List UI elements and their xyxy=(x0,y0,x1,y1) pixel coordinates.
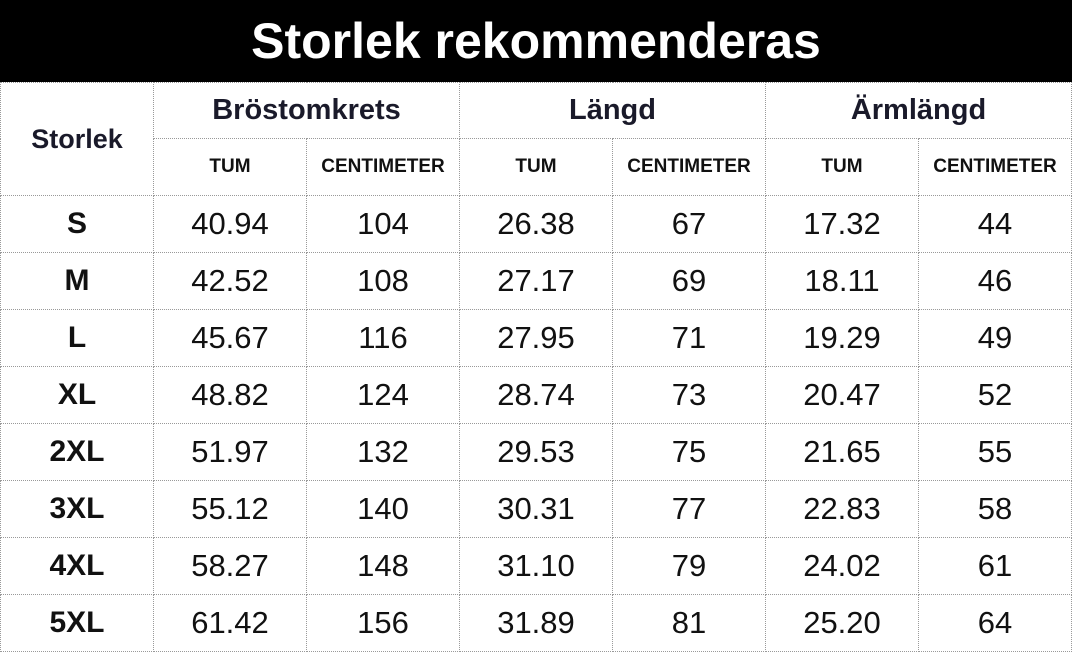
measurement: 61 xyxy=(918,537,1072,595)
measurement: 51.97 xyxy=(153,423,307,481)
corner-header: Storlek xyxy=(0,82,154,196)
measurement: 156 xyxy=(306,594,460,652)
measurement: 58 xyxy=(918,480,1072,538)
measurement: 18.11 xyxy=(765,252,919,310)
measurement: 104 xyxy=(306,195,460,253)
table-row: 3XL 55.12 140 30.31 77 22.83 58 xyxy=(0,480,1072,538)
measurement: 148 xyxy=(306,537,460,595)
measurement: 45.67 xyxy=(153,309,307,367)
measurement: 24.02 xyxy=(765,537,919,595)
group-header: Ärmlängd xyxy=(765,82,1072,139)
size-label: 3XL xyxy=(0,480,154,538)
measurement: 27.95 xyxy=(459,309,613,367)
measurement: 42.52 xyxy=(153,252,307,310)
table-row: L 45.67 116 27.95 71 19.29 49 xyxy=(0,309,1072,367)
group-header: Bröstomkrets xyxy=(153,82,460,139)
size-label: XL xyxy=(0,366,154,424)
measurement: 140 xyxy=(306,480,460,538)
measurement: 77 xyxy=(612,480,766,538)
measurement: 27.17 xyxy=(459,252,613,310)
measurement: 58.27 xyxy=(153,537,307,595)
measurement: 55.12 xyxy=(153,480,307,538)
size-label: 5XL xyxy=(0,594,154,652)
table-row: Storlek Bröstomkrets Längd Ärmlängd xyxy=(0,82,1072,196)
group-header: Längd xyxy=(459,82,766,139)
size-label: S xyxy=(0,195,154,253)
measurement: 48.82 xyxy=(153,366,307,424)
title: Storlek rekommenderas xyxy=(0,0,1072,82)
measurement: 75 xyxy=(612,423,766,481)
measurement: 22.83 xyxy=(765,480,919,538)
measurement: 25.20 xyxy=(765,594,919,652)
measurement: 67 xyxy=(612,195,766,253)
unit-header: TUM xyxy=(765,138,919,196)
table-row: XL 48.82 124 28.74 73 20.47 52 xyxy=(0,366,1072,424)
measurement: 81 xyxy=(612,594,766,652)
measurement: 116 xyxy=(306,309,460,367)
measurement: 79 xyxy=(612,537,766,595)
table-row: S 40.94 104 26.38 67 17.32 44 xyxy=(0,195,1072,253)
measurement: 69 xyxy=(612,252,766,310)
measurement: 26.38 xyxy=(459,195,613,253)
unit-header: TUM xyxy=(459,138,613,196)
unit-header: TUM xyxy=(153,138,307,196)
measurement: 20.47 xyxy=(765,366,919,424)
measurement: 31.89 xyxy=(459,594,613,652)
measurement: 29.53 xyxy=(459,423,613,481)
measurement: 46 xyxy=(918,252,1072,310)
table-row: TUM CENTIMETER TUM CENTIMETER TUM CENTIMETER xyxy=(1,138,1072,196)
measurement: 132 xyxy=(306,423,460,481)
size-label: 2XL xyxy=(0,423,154,481)
size-label: L xyxy=(0,309,154,367)
measurement: 64 xyxy=(918,594,1072,652)
table-row: 5XL 61.42 156 31.89 81 25.20 64 xyxy=(0,594,1072,652)
size-label: M xyxy=(0,252,154,310)
unit-header: CENTIMETER xyxy=(306,138,460,196)
measurement: 21.65 xyxy=(765,423,919,481)
measurement: 108 xyxy=(306,252,460,310)
table-row: M 42.52 108 27.17 69 18.11 46 xyxy=(0,252,1072,310)
size-table: Storlek Bröstomkrets Längd Ärmlängd TUM CENTI… xyxy=(0,82,1072,652)
table-row: 4XL 58.27 148 31.10 79 24.02 61 xyxy=(0,537,1072,595)
measurement: 52 xyxy=(918,366,1072,424)
measurement: 28.74 xyxy=(459,366,613,424)
measurement: 40.94 xyxy=(153,195,307,253)
measurement: 30.31 xyxy=(459,480,613,538)
measurement: 17.32 xyxy=(765,195,919,253)
unit-header: CENTIMETER xyxy=(918,138,1072,196)
measurement: 61.42 xyxy=(153,594,307,652)
table-row: 2XL 51.97 132 29.53 75 21.65 55 xyxy=(0,423,1072,481)
size-label: 4XL xyxy=(0,537,154,595)
measurement: 31.10 xyxy=(459,537,613,595)
measurement: 73 xyxy=(612,366,766,424)
measurement: 49 xyxy=(918,309,1072,367)
unit-header: CENTIMETER xyxy=(612,138,766,196)
measurement: 44 xyxy=(918,195,1072,253)
measurement: 19.29 xyxy=(765,309,919,367)
measurement: 55 xyxy=(918,423,1072,481)
measurement: 71 xyxy=(612,309,766,367)
measurement: 124 xyxy=(306,366,460,424)
